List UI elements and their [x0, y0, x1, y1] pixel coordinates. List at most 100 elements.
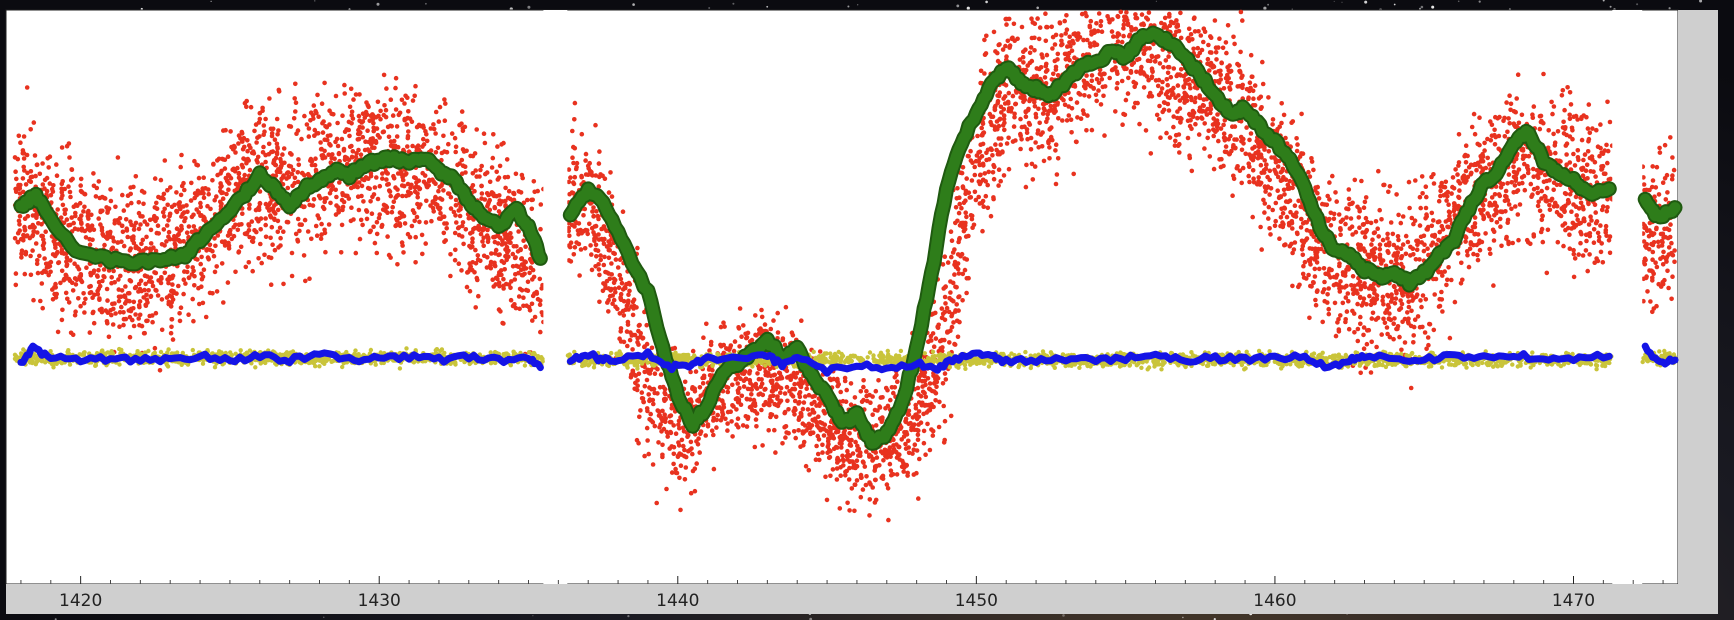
- raw-point: [510, 264, 516, 269]
- raw-point: [714, 425, 719, 430]
- raw-point: [1195, 53, 1201, 59]
- raw-point: [1373, 317, 1379, 322]
- raw-point: [1420, 191, 1425, 196]
- raw-point: [371, 224, 376, 230]
- raw-point: [648, 367, 653, 373]
- raw-point: [34, 162, 40, 167]
- raw-point: [1403, 251, 1409, 257]
- raw-point: [608, 170, 613, 175]
- raw-point: [83, 296, 88, 302]
- raw-point: [639, 390, 645, 395]
- raw-point: [930, 433, 936, 438]
- raw-point: [69, 167, 74, 172]
- raw-point: [211, 162, 216, 167]
- raw-point: [252, 128, 257, 134]
- raw-point: [737, 344, 742, 349]
- raw-point: [929, 401, 934, 407]
- raw-point: [254, 140, 259, 145]
- raw-point: [71, 204, 77, 209]
- raw-point: [30, 232, 36, 238]
- raw-point: [246, 223, 252, 228]
- raw-point: [498, 309, 503, 314]
- raw-point: [1330, 173, 1335, 179]
- raw-point: [1547, 207, 1553, 213]
- raw-point: [188, 198, 194, 203]
- raw-point: [1290, 226, 1295, 231]
- raw-point: [963, 210, 968, 215]
- raw-point: [137, 299, 143, 304]
- raw-point: [366, 176, 371, 181]
- raw-point: [1535, 203, 1541, 209]
- raw-point: [1601, 171, 1607, 176]
- raw-point: [59, 268, 65, 274]
- raw-point: [1420, 324, 1425, 330]
- raw-point: [1662, 277, 1667, 283]
- raw-point: [162, 206, 167, 212]
- star: [1431, 5, 1435, 9]
- raw-point: [293, 81, 298, 87]
- raw-point: [860, 487, 866, 492]
- raw-point: [1368, 302, 1374, 308]
- raw-point: [840, 398, 846, 404]
- raw-point: [845, 500, 850, 506]
- raw-point: [1320, 289, 1326, 295]
- raw-point: [245, 148, 250, 154]
- raw-point: [399, 97, 405, 103]
- raw-point: [133, 174, 139, 179]
- raw-point: [921, 428, 927, 434]
- raw-point: [1250, 214, 1255, 220]
- raw-point: [1018, 133, 1023, 139]
- raw-point: [1277, 236, 1282, 241]
- raw-point: [390, 204, 396, 210]
- raw-point: [1215, 112, 1220, 117]
- raw-point: [174, 190, 179, 195]
- raw-point: [731, 348, 737, 354]
- raw-point: [823, 474, 828, 480]
- raw-point: [679, 437, 685, 443]
- raw-point: [894, 372, 899, 378]
- raw-point: [1362, 234, 1368, 240]
- raw-point: [801, 400, 807, 405]
- raw-point: [1344, 283, 1349, 289]
- raw-point: [55, 329, 61, 335]
- raw-point: [1202, 29, 1208, 34]
- raw-point: [391, 173, 396, 179]
- raw-point: [306, 126, 312, 131]
- raw-point: [1650, 164, 1655, 169]
- raw-point: [977, 201, 983, 206]
- raw-point: [1575, 155, 1581, 160]
- star: [527, 5, 531, 9]
- raw-point: [337, 180, 342, 185]
- raw-point: [1654, 164, 1660, 170]
- raw-point: [1115, 39, 1121, 44]
- raw-point: [357, 236, 363, 242]
- raw-point: [1667, 234, 1673, 240]
- raw-point: [840, 453, 845, 459]
- raw-point: [949, 238, 955, 243]
- raw-point: [123, 284, 128, 289]
- raw-point: [597, 174, 602, 180]
- raw-point: [243, 264, 249, 270]
- raw-point: [844, 387, 849, 393]
- raw-point: [1120, 122, 1125, 127]
- raw-point: [889, 385, 895, 390]
- raw-point: [118, 294, 124, 300]
- raw-point: [1228, 81, 1234, 86]
- raw-point: [1173, 132, 1179, 138]
- raw-point: [1656, 281, 1661, 287]
- raw-point: [1571, 274, 1577, 280]
- raw-point: [1355, 301, 1360, 307]
- raw-point: [1398, 220, 1404, 226]
- raw-point: [253, 229, 259, 235]
- raw-point: [620, 209, 626, 214]
- raw-point: [1436, 304, 1442, 309]
- raw-point: [1222, 135, 1228, 141]
- raw-point: [1084, 73, 1089, 78]
- raw-point: [1436, 198, 1442, 204]
- raw-point: [1334, 199, 1339, 204]
- raw-point: [1395, 245, 1400, 250]
- raw-point: [1555, 239, 1561, 245]
- raw-point: [1546, 128, 1551, 133]
- raw-point: [479, 191, 485, 196]
- raw-point: [1421, 248, 1427, 254]
